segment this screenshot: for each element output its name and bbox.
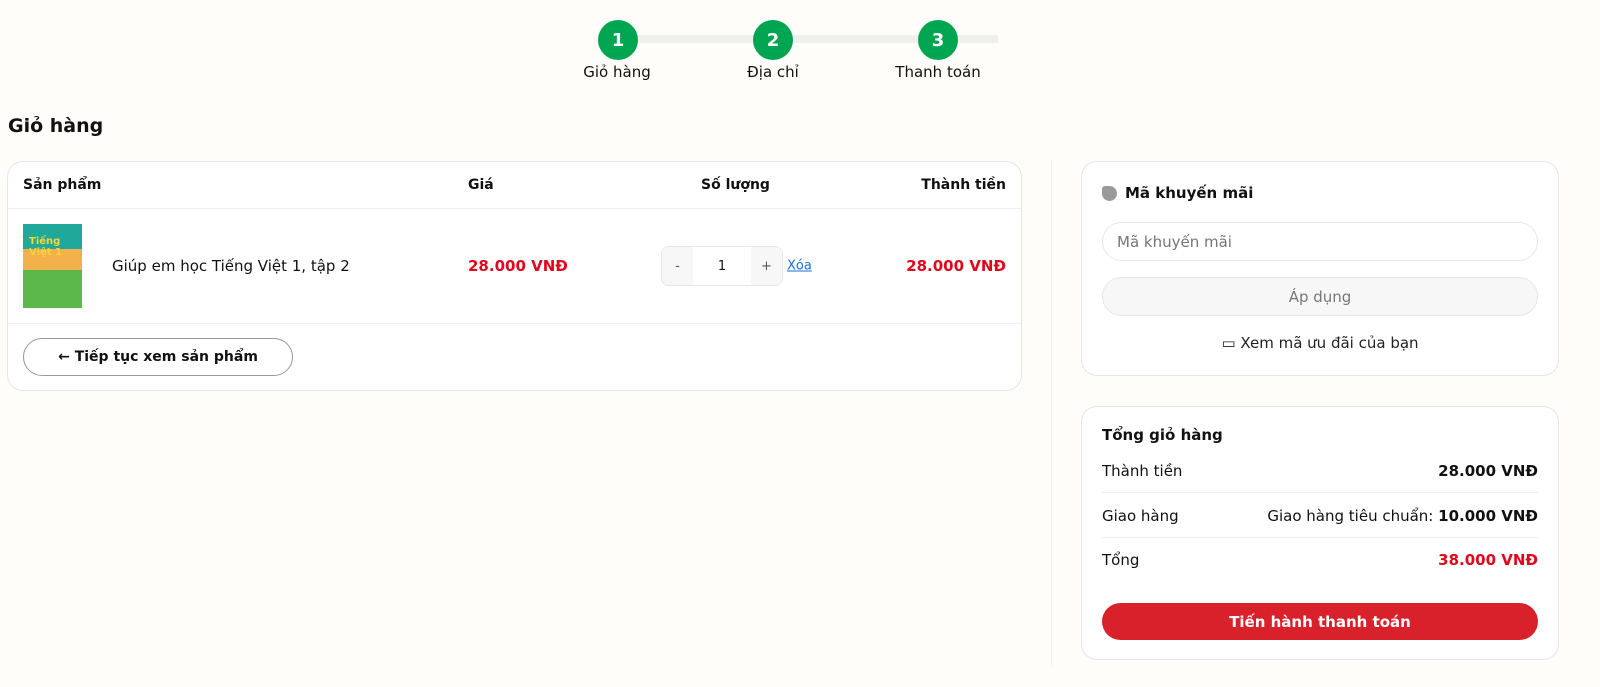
step-3-circle: 3 bbox=[918, 20, 958, 60]
col-product: Sản phẩm bbox=[23, 177, 102, 193]
summary-shipping-row: Giao hàng Giao hàng tiêu chuẩn: 10.000 V… bbox=[1102, 494, 1538, 538]
shipping-value: 10.000 VNĐ bbox=[1438, 506, 1538, 525]
view-vouchers-text: Xem mã ưu đãi của bạn bbox=[1240, 334, 1419, 352]
total-value: 38.000 VNĐ bbox=[1438, 551, 1538, 569]
continue-shopping-button[interactable]: ← Tiếp tục xem sản phẩm bbox=[23, 338, 293, 376]
step-1-label: Giỏ hàng bbox=[583, 63, 651, 81]
summary-subtotal-row: Thành tiền 28.000 VNĐ bbox=[1102, 449, 1538, 493]
decrease-button[interactable]: - bbox=[662, 247, 693, 285]
cart-header: Sản phẩm Giá Số lượng Thành tiền bbox=[8, 162, 1021, 209]
quantity-stepper: - 1 + bbox=[661, 246, 783, 286]
stepper-track bbox=[618, 35, 998, 43]
shipping-label: Giao hàng bbox=[1102, 506, 1179, 525]
increase-button[interactable]: + bbox=[751, 247, 782, 285]
tag-icon bbox=[1102, 185, 1117, 201]
col-price: Giá bbox=[468, 177, 494, 193]
checkout-button[interactable]: Tiến hành thanh toán bbox=[1102, 603, 1538, 640]
subtotal-value: 28.000 VNĐ bbox=[1438, 461, 1538, 480]
column-divider bbox=[1051, 160, 1052, 665]
page-title: Giỏ hàng bbox=[8, 115, 104, 137]
product-image[interactable]: Tiếng Việt 1 bbox=[23, 224, 82, 308]
cart-row: Tiếng Việt 1 Giúp em học Tiếng Việt 1, t… bbox=[8, 209, 1021, 324]
col-subtotal: Thành tiền bbox=[921, 177, 1006, 193]
apply-button[interactable]: Áp dụng bbox=[1102, 277, 1538, 316]
remove-link[interactable]: Xóa bbox=[787, 258, 812, 274]
ticket-icon: ▭ bbox=[1221, 334, 1241, 352]
col-quantity: Số lượng bbox=[701, 177, 770, 193]
step-3-label: Thanh toán bbox=[895, 63, 981, 81]
subtotal-label: Thành tiền bbox=[1102, 461, 1183, 480]
view-vouchers-link[interactable]: ▭ Xem mã ưu đãi của bạn bbox=[1082, 334, 1558, 352]
shipping-method: Giao hàng tiêu chuẩn: bbox=[1267, 506, 1434, 525]
product-name[interactable]: Giúp em học Tiếng Việt 1, tập 2 bbox=[112, 257, 350, 275]
promo-title-text: Mã khuyến mãi bbox=[1125, 184, 1254, 202]
cart-summary: Tổng giỏ hàng Thành tiền 28.000 VNĐ Giao… bbox=[1081, 406, 1559, 660]
cart-table: Sản phẩm Giá Số lượng Thành tiền Tiếng V… bbox=[7, 161, 1022, 391]
promo-card: Mã khuyến mãi Áp dụng ▭ Xem mã ưu đãi củ… bbox=[1081, 161, 1559, 376]
total-label: Tổng bbox=[1102, 551, 1140, 569]
quantity-input[interactable]: 1 bbox=[717, 258, 727, 274]
step-2-label: Địa chỉ bbox=[747, 63, 799, 81]
step-2-circle: 2 bbox=[753, 20, 793, 60]
summary-total-row: Tổng 38.000 VNĐ bbox=[1102, 538, 1538, 582]
checkout-stepper: 1 2 3 Giỏ hàng Địa chỉ Thanh toán bbox=[560, 10, 1020, 90]
promo-code-input[interactable] bbox=[1102, 222, 1538, 261]
product-subtotal: 28.000 VNĐ bbox=[906, 257, 1006, 275]
cover-text: Tiếng Việt 1 bbox=[29, 236, 62, 258]
step-1-circle: 1 bbox=[598, 20, 638, 60]
summary-title: Tổng giỏ hàng bbox=[1102, 426, 1223, 444]
product-price: 28.000 VNĐ bbox=[468, 257, 568, 275]
promo-title: Mã khuyến mãi bbox=[1102, 184, 1253, 202]
